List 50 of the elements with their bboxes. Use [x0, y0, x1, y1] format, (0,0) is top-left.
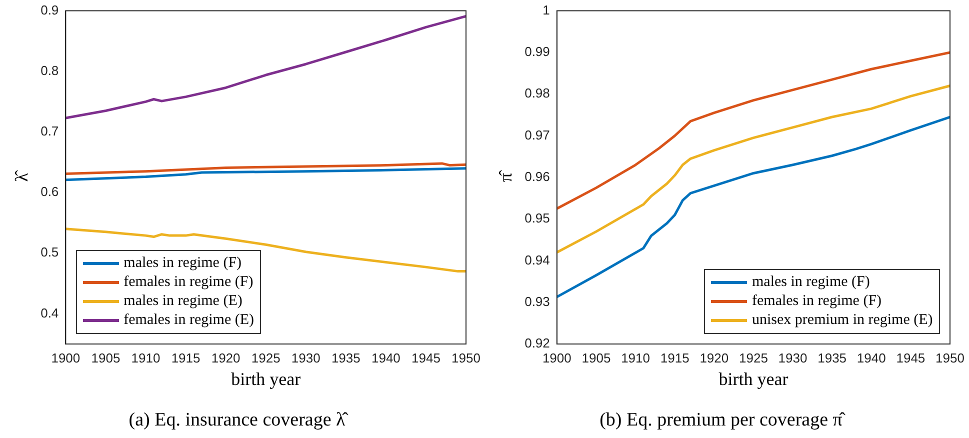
legend-label: males in regime (F) — [124, 254, 242, 273]
legend-label: females in regime (F) — [124, 273, 254, 292]
y-tick-label: 0.5 — [40, 244, 59, 260]
x-tick-label: 1935 — [331, 350, 360, 366]
x-tick-label: 1930 — [778, 350, 808, 366]
y-tick-label: 0.92 — [524, 336, 550, 351]
y-axis-title: π̂ — [496, 170, 516, 182]
x-tick-label: 1925 — [738, 350, 768, 366]
x-tick-label: 1900 — [51, 350, 80, 366]
y-tick-label: 0.96 — [524, 168, 550, 184]
y-tick-label: 1 — [542, 2, 550, 18]
x-tick-label: 1910 — [131, 350, 160, 366]
x-tick-label: 1920 — [700, 350, 729, 366]
legend-label: females in regime (F) — [752, 292, 882, 311]
x-tick-label: 1905 — [91, 350, 120, 366]
x-axis-title: birth year — [231, 369, 301, 390]
x-tick-label: 1905 — [582, 350, 611, 366]
y-tick-label: 0.99 — [524, 44, 550, 60]
y-tick-label: 0.95 — [524, 210, 550, 226]
y-tick-label: 0.7 — [40, 124, 59, 139]
y-tick-label: 0.93 — [524, 294, 550, 309]
y-tick-label: 0.94 — [524, 252, 550, 268]
y-tick-label: 0.97 — [524, 127, 550, 142]
x-tick-label: 1940 — [856, 350, 886, 366]
x-tick-label: 1915 — [660, 350, 690, 366]
x-tick-label: 1935 — [818, 350, 847, 366]
x-tick-label: 1925 — [251, 350, 280, 366]
x-tick-label: 1950 — [452, 350, 480, 366]
legend-label: males in regime (E) — [124, 292, 242, 311]
x-tick-label: 1940 — [371, 350, 400, 366]
legend-label: unisex premium in regime (E) — [752, 311, 933, 330]
text: (b) Eq. premium per coverage π̂ — [600, 410, 846, 431]
x-axis-title: birth year — [718, 369, 788, 390]
x-tick-label: 1915 — [171, 350, 200, 366]
text: (a) Eq. insurance coverage λ̂ — [128, 410, 348, 431]
legend-label: females in regime (E) — [124, 311, 254, 330]
y-tick-label: 0.98 — [524, 86, 550, 101]
y-tick-label: 0.9 — [40, 2, 59, 18]
y-tick-label: 0.4 — [40, 305, 59, 320]
legend-label: males in regime (F) — [752, 273, 870, 292]
x-tick-label: 1945 — [896, 350, 926, 366]
x-tick-label: 1900 — [542, 350, 572, 366]
y-tick-label: 0.6 — [40, 184, 59, 200]
x-tick-label: 1920 — [211, 350, 240, 366]
y-tick-label: 0.8 — [40, 62, 59, 78]
x-tick-label: 1910 — [621, 350, 650, 366]
x-tick-label: 1930 — [291, 350, 320, 366]
x-tick-label: 1950 — [936, 350, 964, 366]
y-axis-title: λ̂ — [12, 170, 32, 182]
x-tick-label: 1945 — [412, 350, 440, 366]
